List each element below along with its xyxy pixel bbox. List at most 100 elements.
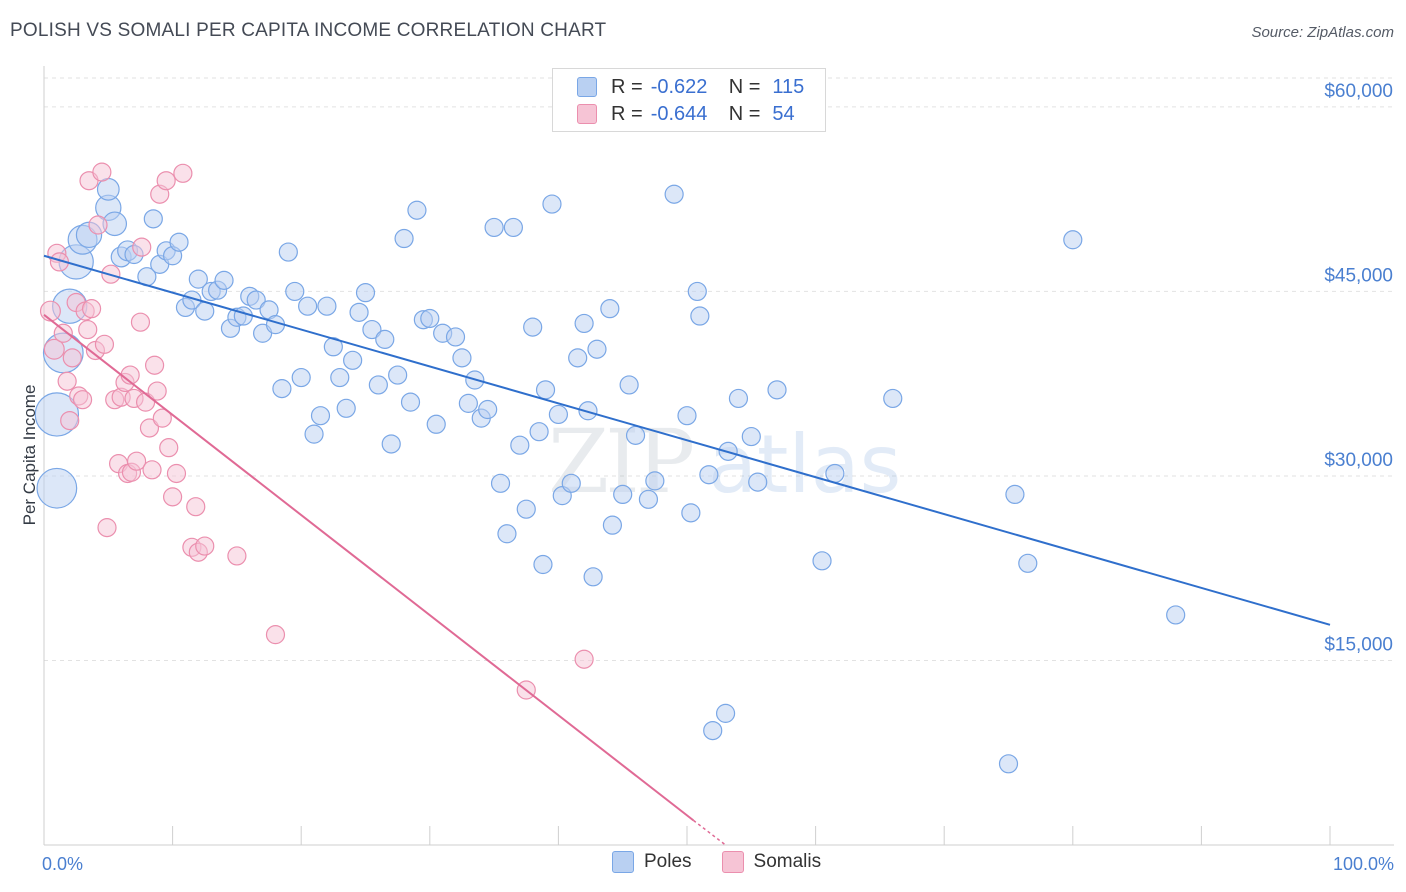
somalis-point-30 — [130, 312, 151, 332]
data-points — [34, 162, 1186, 774]
somalis-point-4 — [53, 323, 73, 343]
somalis-point-10 — [72, 390, 93, 410]
series-poles — [34, 177, 1186, 774]
poles-point-50 — [375, 329, 395, 350]
legend-row-poles: R = -0.622 N = 115 — [577, 74, 804, 100]
poles-point-69 — [503, 217, 523, 238]
somalis-point-42 — [166, 463, 187, 484]
poles-point-89 — [625, 425, 646, 445]
poles-point-86 — [602, 515, 623, 535]
poles-point-103 — [748, 472, 768, 492]
series-name-somalis: Somalis — [753, 851, 822, 872]
poles-point-53 — [394, 228, 414, 249]
somalis-trend-line — [43, 314, 695, 822]
somalis-point-33 — [139, 418, 160, 438]
somalis-point-45 — [186, 497, 206, 517]
poles-trend-line — [43, 254, 1331, 626]
poles-point-62 — [458, 393, 478, 413]
poles-point-73 — [529, 422, 549, 442]
x-tick-label-min: 0.0% — [42, 854, 83, 874]
series-legend-poles: Poles — [612, 851, 692, 873]
poles-point-82 — [578, 401, 598, 421]
poles-point-71 — [516, 499, 536, 519]
somalis-point-14 — [81, 299, 102, 319]
poles-point-44 — [336, 398, 356, 418]
poles-point-98 — [703, 720, 723, 741]
legend-n-label: N = — [728, 102, 761, 125]
series-swatch-somalis — [721, 851, 744, 873]
poles-point-77 — [548, 404, 569, 425]
legend-row-somalis: R = -0.644 N = 54 — [577, 101, 795, 127]
poles-point-41 — [317, 296, 337, 316]
somalis-point-48 — [227, 546, 247, 566]
somalis-point-35 — [144, 355, 165, 375]
poles-point-93 — [677, 406, 697, 426]
poles-point-39 — [304, 424, 324, 444]
legend-n-value-poles: 115 — [772, 75, 805, 98]
poles-point-60 — [445, 327, 466, 347]
poles-point-81 — [574, 313, 594, 334]
poles-point-38 — [298, 296, 318, 316]
poles-point-49 — [368, 375, 388, 395]
poles-point-92 — [664, 184, 684, 204]
poles-point-22 — [195, 301, 215, 321]
poles-point-90 — [638, 489, 659, 509]
somalis-point-0 — [39, 300, 61, 322]
somalis-point-49 — [265, 625, 286, 645]
poles-point-61 — [452, 348, 472, 368]
somalis-point-39 — [156, 171, 176, 191]
poles-point-18 — [169, 232, 189, 252]
somalis-point-19 — [97, 518, 117, 538]
poles-point-66 — [484, 217, 504, 238]
poles-point-76 — [542, 194, 562, 214]
poles-point-40 — [310, 406, 331, 426]
poles-point-35 — [278, 242, 298, 262]
poles-point-96 — [690, 306, 710, 326]
legend-r-label: R = — [611, 102, 643, 125]
series-name-poles: Poles — [644, 851, 692, 872]
poles-point-83 — [583, 567, 603, 587]
trend-lines — [43, 254, 1331, 846]
x-tick-label-max: 100.0% — [1333, 854, 1394, 874]
legend: R = -0.622 N = 115 R = -0.644 N = 54 — [552, 68, 826, 132]
somalis-point-47 — [195, 536, 215, 556]
poles-point-55 — [407, 200, 427, 220]
poles-point-47 — [355, 283, 376, 303]
legend-r-value-poles: -0.622 — [650, 75, 708, 98]
poles-point-72 — [523, 317, 543, 337]
somalis-point-34 — [142, 460, 162, 480]
legend-swatch-poles — [577, 77, 597, 97]
somalis-point-51 — [574, 649, 594, 669]
poles-point-94 — [681, 503, 701, 523]
y-tick-labels: $15,000 $30,000 $45,000 $60,000 — [1324, 81, 1393, 656]
poles-point-70 — [510, 435, 530, 455]
poles-point-37 — [291, 367, 311, 388]
grid-lines — [44, 77, 1394, 661]
poles-point-84 — [587, 339, 607, 359]
somalis-point-17 — [92, 162, 112, 182]
series-legend: Poles Somalis — [612, 851, 851, 873]
axes — [43, 66, 1394, 846]
somalis-trend-extension — [692, 819, 727, 846]
poles-point-109 — [1005, 484, 1025, 505]
y-tick-label-0: $15,000 — [1324, 634, 1393, 655]
somalis-point-41 — [163, 487, 183, 507]
poles-point-14 — [143, 209, 163, 229]
poles-point-65 — [478, 399, 498, 420]
poles-point-45 — [343, 350, 363, 370]
poles-point-106 — [825, 463, 845, 484]
somalis-point-36 — [147, 381, 167, 401]
legend-n-label: N = — [728, 75, 761, 98]
y-tick-label-2: $45,000 — [1324, 265, 1393, 286]
poles-point-0 — [36, 467, 78, 509]
poles-point-97 — [699, 465, 719, 485]
poles-point-58 — [426, 414, 446, 434]
y-tick-label-1: $30,000 — [1324, 450, 1393, 471]
poles-point-68 — [497, 524, 517, 544]
somalis-point-29 — [126, 451, 147, 471]
poles-point-85 — [600, 299, 620, 319]
y-axis-label: Per Capita Income — [20, 385, 39, 526]
somalis-point-7 — [62, 348, 82, 368]
poles-point-28 — [233, 306, 253, 326]
poles-point-54 — [400, 392, 421, 412]
